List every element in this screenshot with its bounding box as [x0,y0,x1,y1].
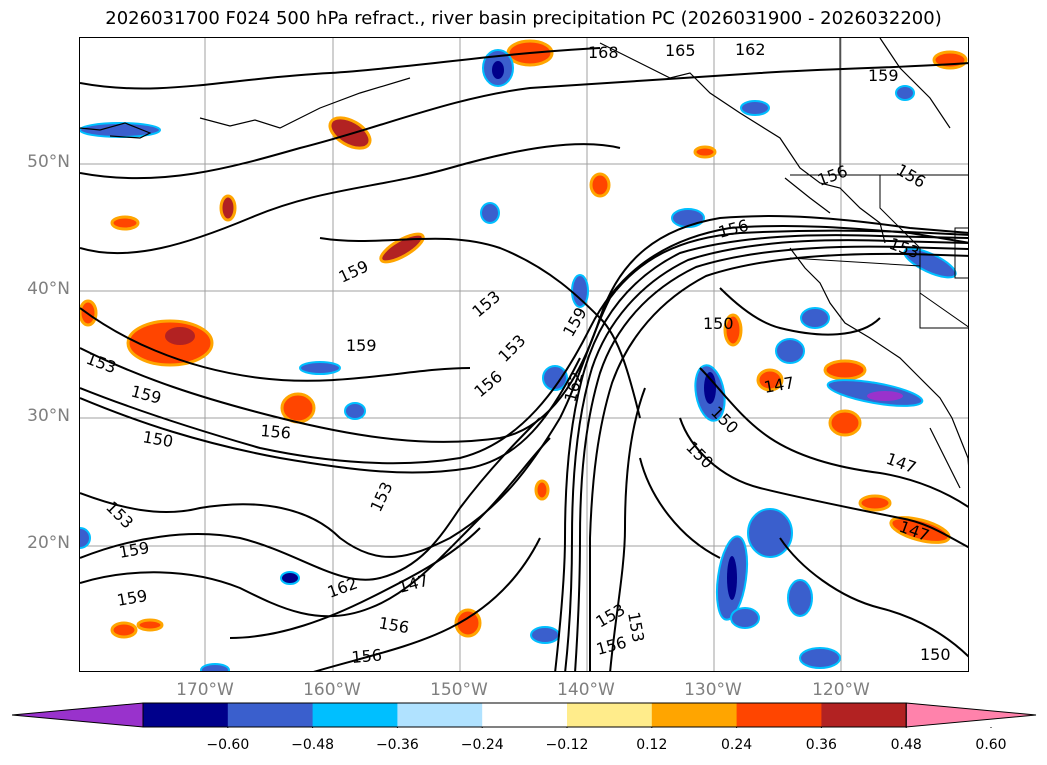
contour-label: 159 [336,256,372,286]
contour-label: 159 [868,66,899,85]
contour-label: 159 [346,336,377,355]
contour-label: 156 [716,216,750,242]
graticule [80,38,968,671]
borders [789,38,968,329]
contour-label: 153 [593,600,629,632]
colorbar-outline [142,702,907,728]
contour-label: 159 [115,586,148,610]
colorbar-tick-label: −0.36 [375,737,419,753]
colorbar-segment [567,703,653,727]
contour-label: 156 [377,613,410,637]
colorbar-svg [11,702,1037,731]
contour-label: 165 [665,41,696,60]
contour-label: 156 [351,645,383,667]
colorbar [11,702,1037,732]
colorbar-segment [651,703,738,727]
contour-label: 147 [884,449,919,477]
contour-label: 153 [887,234,922,262]
lat-label-40n: 40°N [27,279,70,299]
contour-label: 156 [594,633,628,659]
height-contours [80,47,968,671]
colorbar-tick-label: −0.24 [460,737,504,753]
lon-label-140w: 140°W [557,680,615,700]
colorbar-extend-low [11,702,144,728]
contour-label: 147 [762,373,795,397]
contour-label: 150 [703,314,734,333]
lat-label-50n: 50°N [27,152,70,172]
map-title: 2026031700 F024 500 hPa refract., river … [105,8,942,29]
contour-label: 159 [129,382,163,408]
colorbar-tick-label: 0.36 [805,737,837,753]
contour-label: 156 [470,367,506,401]
map-panel: 168 165 162 159 156 156 153 156 159 153 … [79,37,969,672]
contour-label: 168 [588,43,619,62]
lon-label-160w: 160°W [303,680,361,700]
contour-label: 156 [815,161,850,189]
colorbar-tick-label: 0.24 [721,737,753,753]
contour-label: 159 [117,538,150,562]
map-canvas: 168 165 162 159 156 156 153 156 159 153 … [80,38,968,671]
colorbar-segment [821,703,907,727]
colorbar-segment [312,703,398,727]
lat-label-20n: 20°N [27,533,70,553]
contour-label: 162 [735,40,766,59]
colorbar-tick-label: −0.48 [291,737,335,753]
colorbar-segment [143,703,229,727]
coastlines [80,38,968,489]
colorbar-segment [397,703,483,727]
precip-shading [80,39,968,671]
contour-label: 153 [624,610,648,643]
colorbar-extend-high [905,702,1037,728]
lon-label-130w: 130°W [684,680,742,700]
contour-label: 150 [682,437,717,472]
lon-label-150w: 150°W [430,680,488,700]
contour-label: 156 [893,160,929,192]
colorbar-segment [736,703,822,727]
colorbar-tick-label: 0.48 [890,737,922,753]
contour-label: 153 [366,479,396,515]
contour-label: 150 [141,427,174,451]
contour-label: 156 [260,421,292,443]
contour-label: 153 [84,349,119,377]
colorbar-tick-label: 0.60 [975,737,1007,753]
colorbar-tick-label: 0.12 [636,737,668,753]
colorbar-segment [482,703,568,727]
lat-label-30n: 30°N [27,406,70,426]
contour-label: 150 [920,645,951,664]
contour-label: 153 [468,287,504,321]
colorbar-tick-label: −0.60 [206,737,250,753]
lon-label-120w: 120°W [812,680,870,700]
colorbar-tick-label: −0.12 [545,737,589,753]
colorbar-segment [227,703,314,727]
contour-label: 162 [325,573,360,601]
lon-label-170w: 170°W [176,680,234,700]
contour-label: 147 [396,571,430,597]
contour-label: 153 [494,331,529,366]
